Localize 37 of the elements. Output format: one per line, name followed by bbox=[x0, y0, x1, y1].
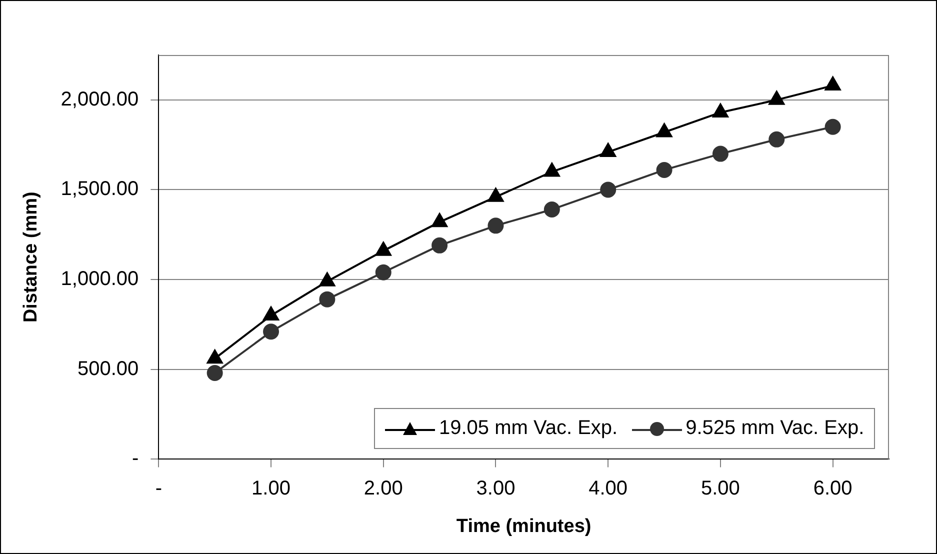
point bbox=[432, 237, 448, 254]
x-tick-label: 1.00 bbox=[252, 478, 290, 500]
point bbox=[488, 188, 504, 202]
x-axis-title: Time (minutes) bbox=[456, 516, 592, 537]
point bbox=[712, 103, 728, 118]
x-tick-label: 3.00 bbox=[476, 478, 516, 500]
legend-label: 9.525 mm Vac. Exp. bbox=[686, 417, 864, 440]
point bbox=[375, 242, 392, 256]
point bbox=[544, 162, 560, 177]
point bbox=[824, 118, 841, 135]
point bbox=[600, 182, 616, 198]
point bbox=[544, 201, 560, 218]
point bbox=[432, 213, 448, 228]
point bbox=[375, 264, 392, 280]
point bbox=[824, 76, 841, 91]
y-tick-label: - bbox=[132, 448, 139, 470]
point bbox=[768, 90, 785, 105]
point bbox=[656, 162, 672, 178]
legend-label: 19.05 mm Vac. Exp. bbox=[439, 417, 618, 440]
y-tick-label: 1,000.00 bbox=[60, 268, 139, 290]
point bbox=[712, 146, 728, 162]
x-tick-label: 5.00 bbox=[700, 478, 740, 500]
y-tick-label: 2,000.00 bbox=[60, 88, 139, 110]
x-tick-label: 2.00 bbox=[364, 478, 403, 500]
y-axis-title: Distance (mm) bbox=[20, 192, 42, 323]
y-tick-label: 500.00 bbox=[77, 358, 139, 380]
point bbox=[768, 131, 785, 148]
x-tick-label: - bbox=[155, 478, 162, 500]
point bbox=[656, 123, 672, 138]
point bbox=[206, 364, 223, 381]
y-tick-label: 1,500.00 bbox=[60, 178, 139, 200]
point bbox=[319, 291, 336, 308]
point bbox=[488, 218, 504, 234]
x-tick-label: 4.00 bbox=[588, 478, 628, 500]
point bbox=[600, 143, 616, 158]
point bbox=[263, 324, 280, 340]
x-tick-label: 6.00 bbox=[813, 478, 852, 500]
